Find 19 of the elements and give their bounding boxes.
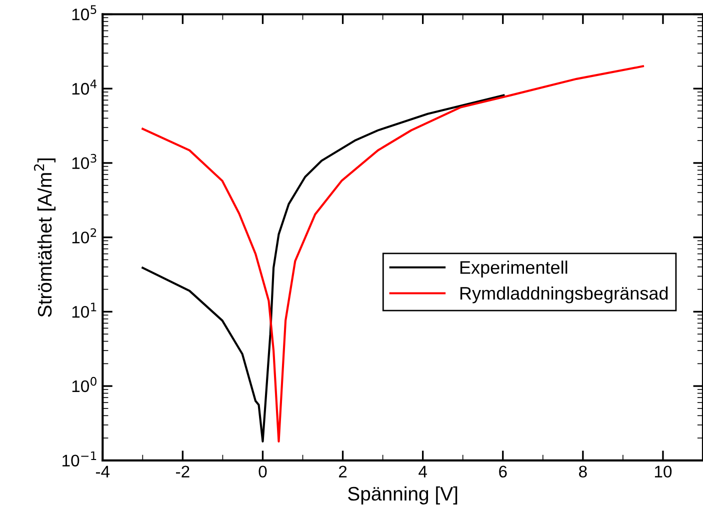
- x-axis-title: Spänning [V]: [348, 486, 458, 504]
- x-tick-label: 0: [258, 466, 267, 478]
- y-tick-label: 10$^{5}$: [72, 5, 96, 20]
- y-tick-label: 10$^{0}$: [72, 376, 96, 392]
- y-axis-title: Strömtäthet [A/m$^{2}$]: [34, 158, 56, 317]
- x-tick-label: 2: [338, 466, 347, 478]
- y-tick-label: 10$^{−1}$: [62, 451, 96, 467]
- y-tick-label: 10$^{2}$: [72, 228, 96, 244]
- y-tick-label: 10$^{1}$: [72, 302, 96, 318]
- x-tick-label: -4: [96, 466, 110, 478]
- legend-label: Rymdladdningsbegränsad: [460, 286, 668, 304]
- y-tick-label: 10$^{3}$: [72, 154, 96, 170]
- x-tick-label: 6: [499, 466, 507, 478]
- x-tick-label: -2: [176, 466, 190, 478]
- x-tick-label: 8: [579, 466, 587, 478]
- x-tick-label: 10: [654, 466, 672, 478]
- x-tick-label: 4: [418, 466, 427, 478]
- legend-label: Experimentell: [460, 260, 568, 278]
- y-tick-label: 10$^{4}$: [72, 80, 97, 95]
